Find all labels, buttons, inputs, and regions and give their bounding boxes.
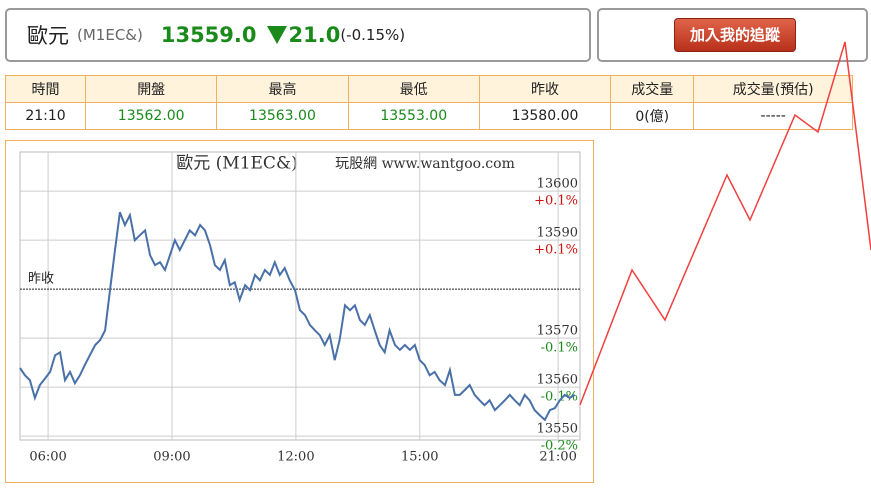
x-tick-label: 09:00 xyxy=(153,450,190,465)
price-change-pct: (-0.15%) xyxy=(340,26,406,44)
y-tick-label: 13600 xyxy=(537,177,578,192)
instrument-code: (M1EC&) xyxy=(77,26,143,44)
y-tick-label: 13570 xyxy=(537,324,578,339)
y-tick-label: 13550 xyxy=(537,422,578,437)
column-header: 成交量 xyxy=(610,75,695,103)
chart-panel xyxy=(5,140,594,483)
cell: 13553.00 xyxy=(347,102,480,130)
quote-table: 時間 開盤 最高 最低 昨收 成交量 成交量(預估) 21:10 13562.0… xyxy=(4,75,853,130)
y-tick-label: 13590 xyxy=(537,226,578,241)
y-tick-label: 13560 xyxy=(537,373,578,388)
data-row: 21:10 13562.00 13563.00 13553.00 13580.0… xyxy=(4,102,853,130)
reference-label: 昨收 xyxy=(28,272,54,287)
price-change: 21.0 xyxy=(288,23,341,47)
quote-header: 歐元 (M1EC&) 13559.0 21.0 (-0.15%) xyxy=(5,8,591,62)
cell: 21:10 xyxy=(4,102,87,130)
instrument-name: 歐元 xyxy=(27,24,69,48)
cell: 0(億) xyxy=(610,102,695,130)
y-tick-pct: -0.2% xyxy=(541,439,578,454)
down-arrow xyxy=(266,26,287,44)
last-price: 13559.0 xyxy=(160,23,257,47)
cell: 13563.00 xyxy=(216,102,349,130)
plot-frame xyxy=(19,151,581,441)
column-header: 開盤 xyxy=(85,75,218,103)
overlay-line xyxy=(579,41,871,406)
y-tick-pct: -0.1% xyxy=(541,341,578,356)
x-tick-label: 21:00 xyxy=(539,450,576,465)
action-box: 加入我的追蹤 xyxy=(597,8,868,62)
cell: ----- xyxy=(693,102,853,130)
column-header: 成交量(預估) xyxy=(693,75,853,103)
x-tick-label: 06:00 xyxy=(29,450,66,465)
y-tick-pct: -0.1% xyxy=(541,390,578,405)
cell: 13562.00 xyxy=(85,102,218,130)
follow-button[interactable]: 加入我的追蹤 xyxy=(674,18,796,52)
header-row: 時間 開盤 最高 最低 昨收 成交量 成交量(預估) xyxy=(4,75,853,103)
cell: 13580.00 xyxy=(478,102,612,130)
y-tick-pct: +0.1% xyxy=(534,194,578,209)
column-header: 最低 xyxy=(347,75,480,103)
column-header: 昨收 xyxy=(478,75,612,103)
chart-subtitle: 玩股網 www.wantgoo.com xyxy=(335,156,515,172)
y-tick-pct: +0.1% xyxy=(534,243,578,258)
x-tick-label: 15:00 xyxy=(401,450,438,465)
chart-title: 歐元 (M1EC&) xyxy=(176,154,297,174)
column-header: 最高 xyxy=(216,75,349,103)
column-header: 時間 xyxy=(4,75,87,103)
price-line xyxy=(19,211,576,422)
x-tick-label: 12:00 xyxy=(277,450,314,465)
